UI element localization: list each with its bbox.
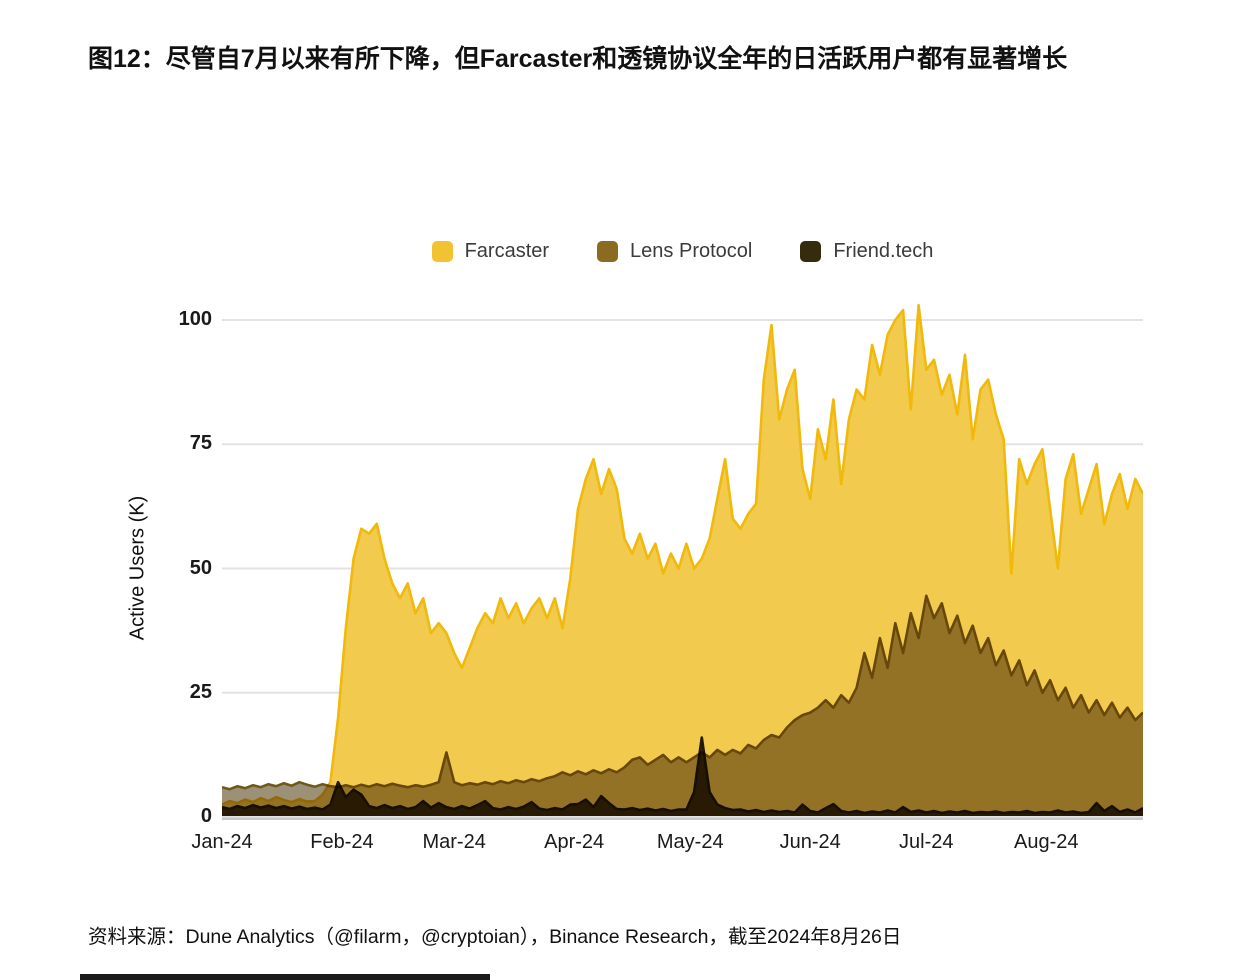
x-tick-label: Jun-24	[779, 831, 841, 853]
legend-item-friend-tech: Friend.tech	[800, 240, 933, 263]
chart-legend: Farcaster Lens Protocol Friend.tech	[222, 240, 1143, 263]
y-tick-label: 50	[189, 556, 212, 579]
legend-label-lens-protocol: Lens Protocol	[630, 240, 753, 262]
lens-protocol-legend-swatch	[597, 241, 619, 262]
x-tick-label: May-24	[656, 831, 724, 853]
friend-tech-legend-swatch	[800, 241, 822, 262]
line-farcaster	[222, 303, 1143, 806]
y-tick-label: 0	[200, 805, 212, 827]
farcaster-legend-swatch	[431, 241, 453, 262]
legend-item-farcaster: Farcaster	[431, 240, 550, 263]
chart-plot-area	[222, 303, 1143, 820]
area-lens-protocol	[222, 595, 1143, 816]
x-tick-label: Apr-24	[544, 831, 605, 853]
source-note: 资料来源：Dune Analytics（@filarm，@cryptoian），…	[88, 926, 902, 948]
x-tick-label: Feb-24	[310, 831, 374, 853]
y-tick-label: 100	[178, 308, 212, 330]
x-tick-label: Jan-24	[191, 831, 253, 853]
y-tick-label: 25	[189, 680, 212, 703]
y-tick-label: 75	[189, 432, 212, 455]
legend-label-farcaster: Farcaster	[464, 240, 550, 262]
figure-title: 图12：尽管自7月以来有所下降，但Farcaster和透镜协议全年的日活跃用户都…	[88, 45, 1068, 73]
series-friend-tech	[222, 736, 1143, 816]
legend-label-friend-tech: Friend.tech	[833, 240, 934, 262]
x-tick-label: Jul-24	[899, 831, 954, 853]
x-tick-label: Aug-24	[1014, 831, 1079, 853]
line-lens-protocol	[222, 594, 1143, 791]
cropped-next-element-bar	[80, 974, 490, 980]
x-tick-label: Mar-24	[422, 831, 486, 853]
line-friend-tech	[222, 736, 1143, 815]
series-lens-protocol	[222, 594, 1143, 816]
legend-item-lens-protocol: Lens Protocol	[597, 240, 752, 263]
